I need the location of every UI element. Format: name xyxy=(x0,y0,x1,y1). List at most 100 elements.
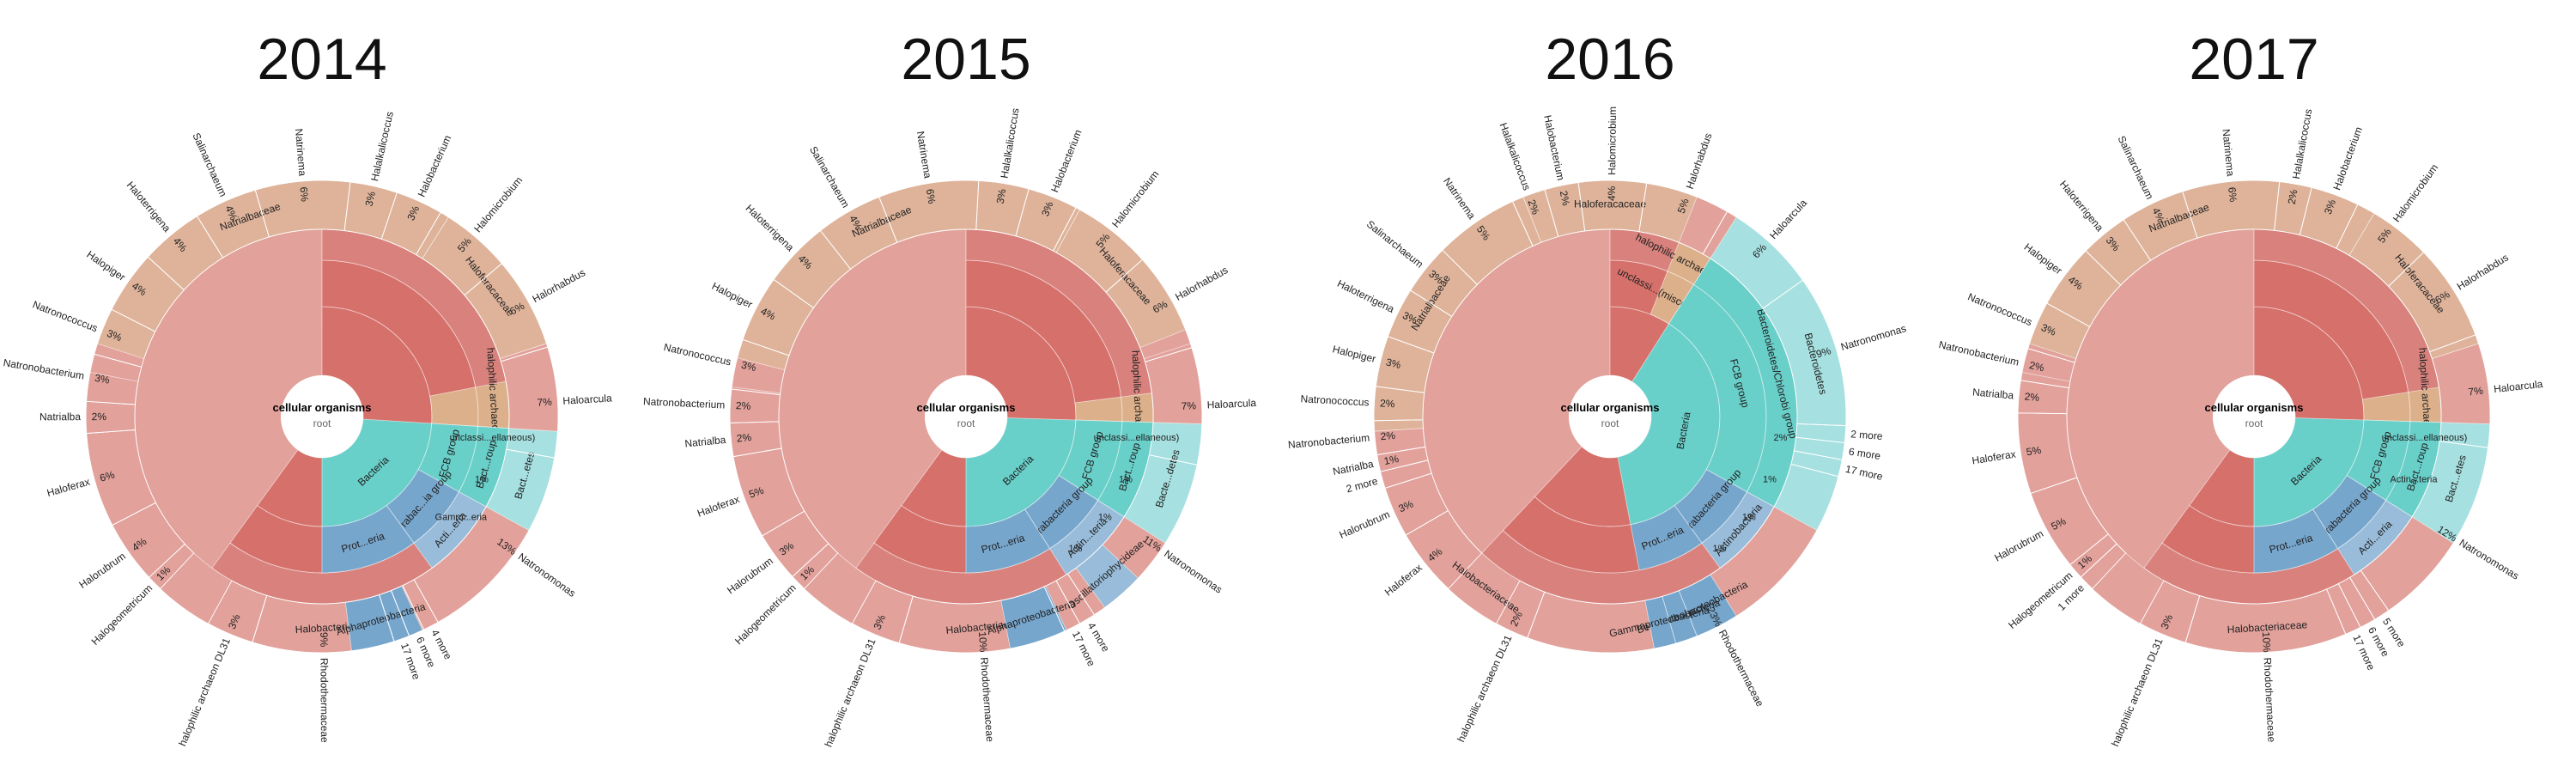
leaf-label: Natrialba xyxy=(1972,386,2014,401)
root-label: cellular organisms xyxy=(917,401,1016,414)
inner-label: unclassi...ellaneous) xyxy=(2382,433,2468,443)
leaf-percent: 2% xyxy=(1525,198,1541,216)
leaf-label: Natronobacterium xyxy=(1938,338,2020,368)
leaf-label: Halobacterium xyxy=(1048,128,1084,194)
leaf-label: Natrinema xyxy=(914,131,934,180)
leaf-percent: 6% xyxy=(2226,186,2239,203)
leaf-label: Salinarchaeum xyxy=(190,131,229,198)
leaf-label: Natronococcus xyxy=(663,341,732,368)
leaf-label: Haloterrigena xyxy=(125,179,173,234)
leaf-label: Natrialba xyxy=(1332,458,1375,478)
leaf-percent: 7% xyxy=(1181,399,1196,412)
segment-prot-eria[interactable] xyxy=(965,508,1051,574)
leaf-label: Natronomonas xyxy=(516,551,578,600)
leaf-label: Rhodothermaceae xyxy=(1716,628,1766,709)
root-sublabel: root xyxy=(1601,417,1619,429)
leaf-label: Haloferax xyxy=(46,476,91,499)
segment-label: Halobacteriaceae xyxy=(2227,618,2307,636)
leaf-label: Natronobacterium xyxy=(1287,431,1370,451)
leaf-label: Natronococcus xyxy=(1300,393,1370,408)
leaf-percent: 10% xyxy=(976,631,990,653)
leaf-label: halophilic archaeon DL31 xyxy=(823,636,878,749)
leaf-percent: 2% xyxy=(1380,397,1395,410)
segment-label: Haloferacaceae xyxy=(1574,198,1646,210)
leaf-label: Halobacterium xyxy=(2330,125,2365,192)
leaf-label: Haloterrigena xyxy=(1335,277,1396,315)
leaf-segment-halophilic-archaeon-dl31[interactable] xyxy=(2139,580,2201,643)
leaf-segment-halophilic-archaeon-dl31[interactable] xyxy=(1495,580,1546,639)
sunburst-group: ArchaeaEuryarchaeotaHalobacteriaHalofera… xyxy=(1287,107,1907,744)
leaf-percent: 3% xyxy=(2159,612,2176,631)
center-hole xyxy=(1569,375,1651,458)
root-label: cellular organisms xyxy=(1561,401,1660,414)
leaf-label: Natrialba xyxy=(684,434,726,450)
inner-label: 1% xyxy=(1713,544,1727,554)
leaf-label: Natronobacterium xyxy=(643,395,726,411)
inner-label: 1% xyxy=(1069,544,1083,554)
leaf-label: Natronococcus xyxy=(31,298,100,334)
leaf-label: Halomicrobium xyxy=(2391,161,2440,224)
sunburst-chart: ArchaeaEuryarchaeotaHalobacteriaHalofera… xyxy=(643,107,1257,749)
chart-panel-2017: 2017 ArchaeaEuryarchaeotaHalobacteriaHal… xyxy=(1932,0,2576,773)
leaf-label: Salinarchaeum xyxy=(807,144,852,210)
leaf-label: halophilic archaeon DL31 xyxy=(176,636,233,747)
leaf-percent: 3% xyxy=(1039,199,1056,218)
inner-label: Gamm...eria xyxy=(435,512,488,522)
leaf-label: Haloterrigena xyxy=(744,202,797,253)
leaf-percent: 3% xyxy=(872,612,889,631)
center-hole xyxy=(281,375,363,458)
leaf-label: halophilic archaeon DL31 xyxy=(1455,633,1514,744)
inner-label: 1% xyxy=(475,475,489,485)
leaf-percent: 2% xyxy=(2028,359,2045,374)
leaf-label: Haloarcula xyxy=(1206,397,1256,411)
inner-label: Actin...teria xyxy=(2390,475,2438,485)
segment-prot-eria[interactable] xyxy=(2253,508,2339,574)
root-sublabel: root xyxy=(2245,417,2263,429)
leaf-percent: 9% xyxy=(318,632,330,648)
leaf-segment-rhodothermaceae[interactable] xyxy=(1527,463,1839,654)
chart-panel-2016: 2016 ArchaeaEuryarchaeotaHalobacteriaHal… xyxy=(1287,0,1932,773)
leaf-label: Halomicrobium xyxy=(471,174,525,234)
leaf-percent: 9% xyxy=(1814,344,1832,360)
leaf-label: Halogeometricum xyxy=(89,582,155,648)
leaf-label: Natronomonas xyxy=(1839,322,1907,353)
leaf-percent: 3% xyxy=(2322,198,2338,216)
leaf-percent: 2% xyxy=(1508,610,1525,629)
leaf-percent: 3% xyxy=(1400,309,1419,326)
leaf-percent: 2% xyxy=(1558,190,1572,207)
center-hole xyxy=(2213,375,2295,458)
leaf-label: 17 more xyxy=(1844,463,1884,483)
leaf-label: Haloarcula xyxy=(2493,378,2543,395)
leaf-percent: 3% xyxy=(404,204,422,222)
leaf-label: Haloferax xyxy=(1971,448,2017,467)
leaf-percent: 5% xyxy=(1675,197,1692,215)
leaf-percent: 2% xyxy=(2024,391,2040,404)
leaf-label: Natrialba xyxy=(39,411,81,423)
leaf-segment-halophilic-archaeon-dl31[interactable] xyxy=(207,580,268,643)
leaf-label: Haloferax xyxy=(696,493,741,520)
root-sublabel: root xyxy=(313,417,331,429)
root-label: cellular organisms xyxy=(2205,401,2304,414)
segment-prot-eria[interactable] xyxy=(1630,504,1703,571)
leaf-label: Haloarcula xyxy=(562,392,612,407)
leaf-label: Natrinema xyxy=(293,128,309,177)
leaf-label: halophilic archaeon DL31 xyxy=(2109,636,2166,749)
leaf-label: Halorubrum xyxy=(725,555,775,597)
leaf-label: Halogeometricum xyxy=(732,581,799,647)
leaf-percent: 4% xyxy=(222,204,240,222)
inner-label: 2% xyxy=(1773,433,1787,443)
leaf-label: Halorhabdus xyxy=(1173,264,1230,303)
center-hole xyxy=(925,375,1007,458)
leaf-percent: 6% xyxy=(99,468,117,484)
leaf-label: Natrinema xyxy=(2220,129,2236,178)
leaf-percent: 2% xyxy=(2286,188,2300,205)
leaf-label: 2 more xyxy=(1850,428,1884,442)
leaf-percent: 5% xyxy=(2026,444,2043,459)
leaf-segment-halophilic-archaeon-dl31[interactable] xyxy=(851,580,914,644)
leaf-percent: 2% xyxy=(736,399,751,412)
leaf-label: Halobacterium xyxy=(416,133,454,198)
segment-prot-eria[interactable] xyxy=(321,504,415,574)
leaf-percent: 2% xyxy=(736,431,752,445)
inner-label: unclassi...ellaneous) xyxy=(1094,433,1180,443)
inner-label: 1% xyxy=(1119,475,1133,485)
